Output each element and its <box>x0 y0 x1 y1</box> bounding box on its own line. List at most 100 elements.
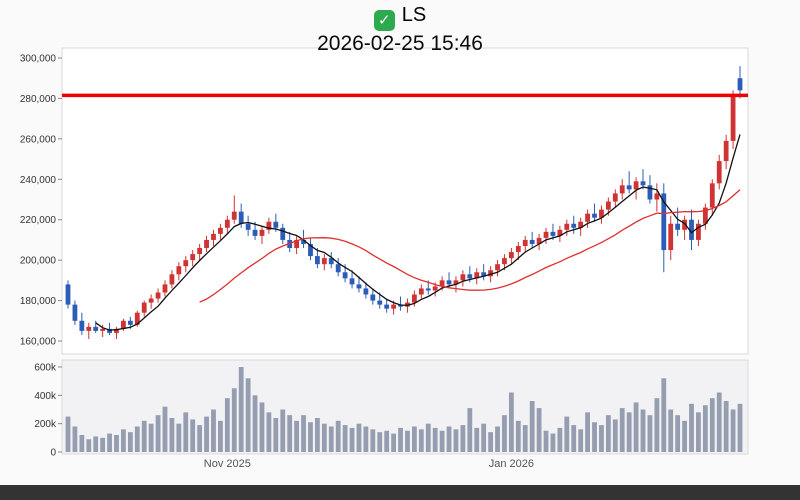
volume-bar <box>238 367 244 452</box>
volume-bar <box>204 416 209 452</box>
candle-body <box>515 245 521 253</box>
volume-bar <box>411 426 417 452</box>
volume-bar <box>626 412 632 452</box>
volume-bar <box>557 427 563 452</box>
volume-tick-label: 200k <box>34 419 57 430</box>
price-tick-label: 180,000 <box>20 296 57 307</box>
volume-bar <box>377 432 383 452</box>
candle-body <box>467 274 473 279</box>
volume-bar <box>564 416 570 452</box>
volume-bar <box>474 427 480 452</box>
volume-bar <box>86 439 92 452</box>
candle-body <box>342 272 348 279</box>
title-row: ✓ LS <box>0 2 800 31</box>
candle-body <box>522 239 528 246</box>
candle-body <box>107 328 112 333</box>
candle-body <box>599 209 604 218</box>
volume-bar <box>654 398 660 452</box>
candle-body <box>245 223 251 230</box>
volume-bar <box>148 423 154 452</box>
candle-body <box>543 231 549 238</box>
volume-bar <box>702 405 708 452</box>
price-panel <box>61 47 749 355</box>
candle-body <box>633 181 639 190</box>
candle-body <box>654 193 660 200</box>
volume-bar <box>259 402 265 452</box>
price-tick-label: 200,000 <box>20 256 57 267</box>
volume-bar <box>592 422 597 452</box>
volume-bar <box>612 419 618 452</box>
x-tick-label: Jan 2026 <box>489 458 534 470</box>
chart-header: ✓ LS 2026-02-25 15:46 <box>0 2 800 56</box>
price-tick-label: 260,000 <box>20 134 57 145</box>
volume-bar <box>508 392 514 452</box>
volume-bar <box>737 403 743 452</box>
candle-body <box>224 219 230 228</box>
candle-body <box>405 302 410 307</box>
ma-line-slow <box>199 189 741 303</box>
volume-bar <box>633 402 639 452</box>
volume-tick-label: 400k <box>34 391 57 402</box>
ma-line-fast <box>95 134 741 331</box>
candle-body <box>696 223 701 240</box>
candle-body <box>294 239 300 249</box>
candle-body <box>315 256 320 265</box>
candle-body <box>121 320 126 329</box>
candle-body <box>689 219 694 240</box>
volume-bar <box>398 427 403 452</box>
candle-body <box>238 211 244 224</box>
volume-bar <box>308 422 313 452</box>
candle-body <box>335 264 341 273</box>
volume-bar <box>446 426 452 452</box>
volume-bar <box>169 418 175 452</box>
candle-body <box>619 185 625 194</box>
volume-bar <box>72 426 78 452</box>
candle-body <box>702 207 708 224</box>
candle-body <box>605 201 611 210</box>
volume-bar <box>190 419 196 452</box>
volume-bar <box>162 406 168 452</box>
x-axis-labels: Nov 2025 Jan 2026 <box>204 458 534 470</box>
volume-bar <box>65 416 71 452</box>
volume-bar <box>107 433 112 452</box>
volume-bar <box>197 425 203 452</box>
volume-bar <box>321 423 327 452</box>
candle-body <box>127 320 133 325</box>
candle-body <box>72 304 78 321</box>
volume-bar <box>93 436 99 452</box>
volume-bar <box>425 423 431 452</box>
volume-bar <box>682 420 687 452</box>
candle-body <box>453 280 459 285</box>
candle-body <box>218 227 223 234</box>
volume-bar <box>252 395 258 452</box>
volume-bar <box>224 398 230 452</box>
candle-body <box>266 221 272 230</box>
volume-tick-label: 600k <box>34 363 57 374</box>
candle-body <box>737 78 743 91</box>
volume-bar <box>349 427 355 452</box>
candle-body <box>564 223 570 230</box>
volume-bar <box>605 415 611 452</box>
candle-body <box>391 304 397 309</box>
x-tick-label: Nov 2025 <box>204 458 251 470</box>
volume-bar <box>245 378 251 452</box>
volume-bar <box>121 429 126 452</box>
candle-body <box>301 239 306 244</box>
candle-body <box>481 272 487 277</box>
volume-bar <box>218 420 223 452</box>
volume-bar <box>266 412 272 452</box>
volume-bar <box>370 429 376 452</box>
candle-body <box>675 223 681 230</box>
volume-bar <box>287 415 293 452</box>
candle-body <box>141 302 147 313</box>
candle-body <box>377 300 383 305</box>
candle-body <box>93 326 99 331</box>
volume-bar <box>481 423 487 452</box>
candle-body <box>488 270 493 277</box>
volume-bar <box>529 401 535 452</box>
candle-body <box>550 231 556 236</box>
volume-bar <box>328 426 334 452</box>
candle-body <box>65 284 71 305</box>
candle-body <box>661 193 667 251</box>
volume-bar <box>335 420 341 452</box>
